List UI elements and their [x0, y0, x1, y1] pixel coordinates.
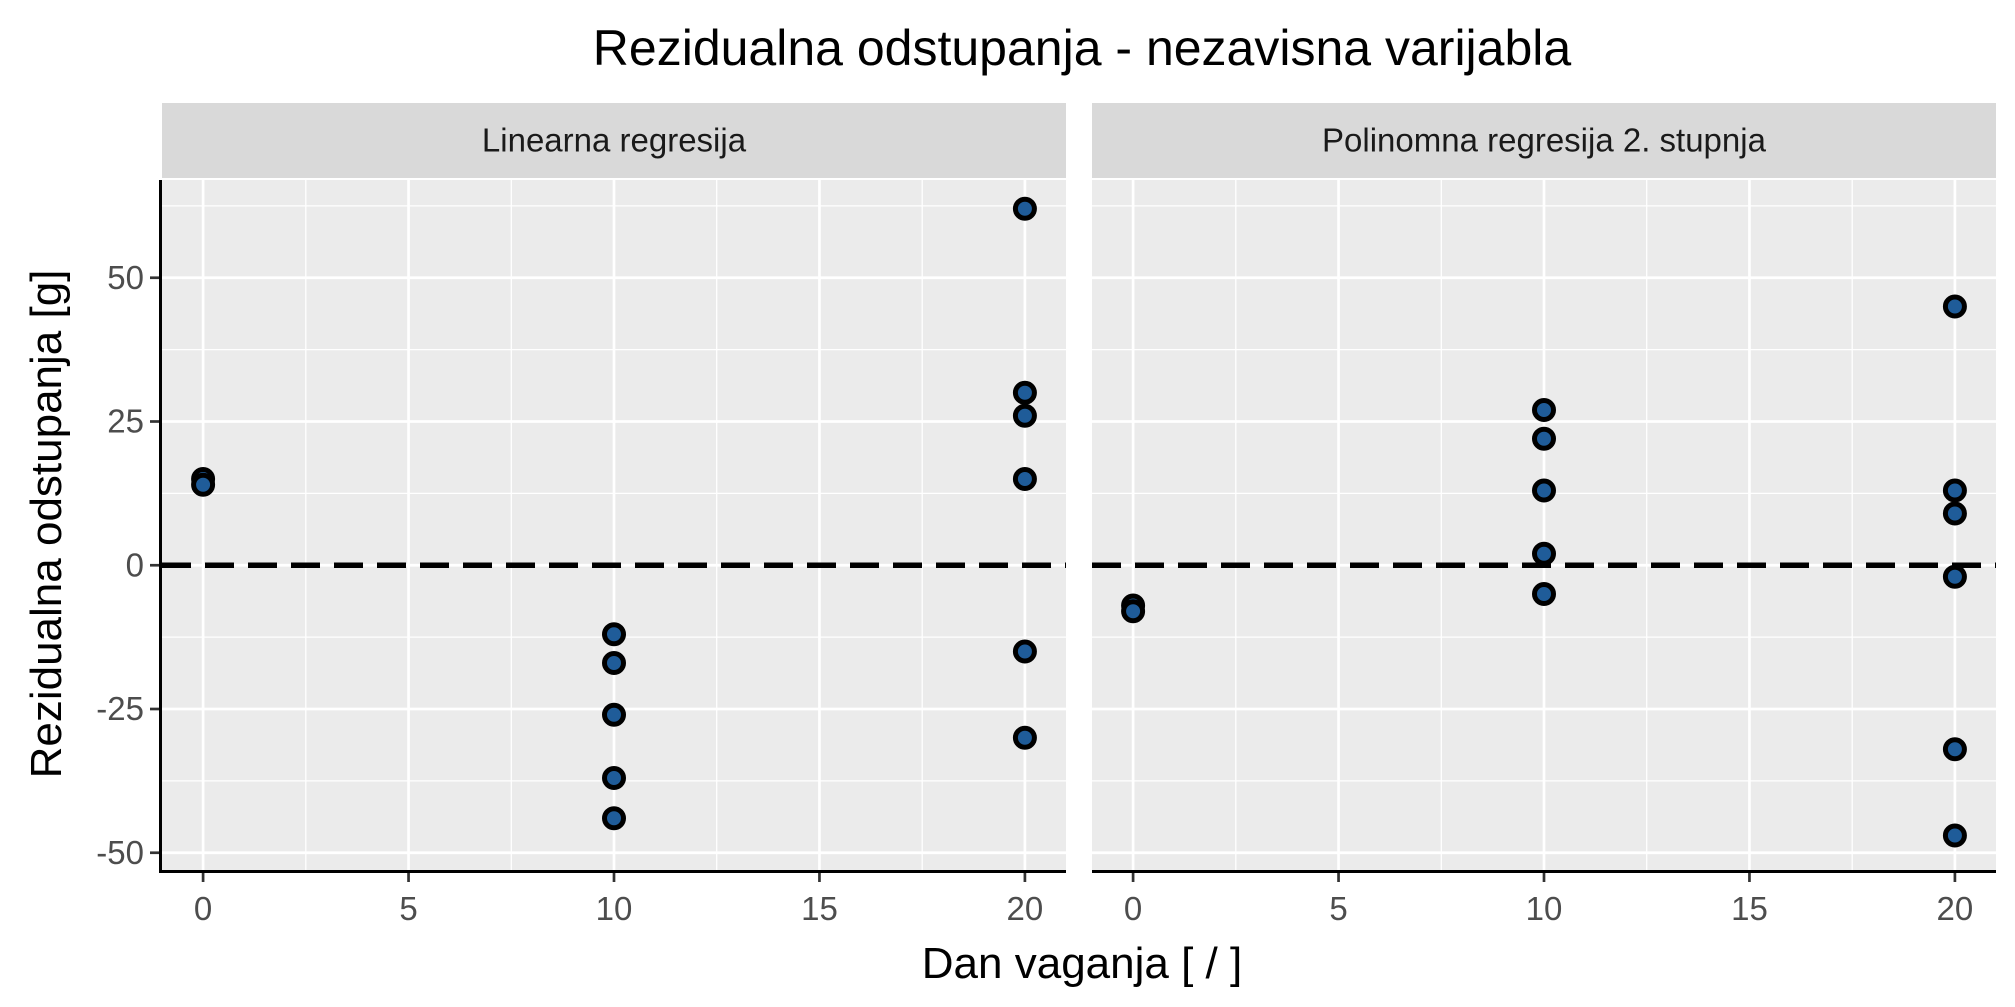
x-tick-label: 0: [194, 890, 212, 927]
data-point: [1121, 599, 1146, 624]
x-tick-label: 20: [1937, 890, 1974, 927]
data-point: [1012, 639, 1037, 664]
data-point: [602, 702, 626, 727]
x-tick-label: 5: [1329, 890, 1347, 927]
data-point: [1942, 294, 1967, 319]
data-point: [1012, 196, 1037, 221]
x-tick-label: 10: [1526, 890, 1563, 927]
y-tick-label: -25: [96, 690, 144, 727]
data-point: [1012, 380, 1037, 405]
data-point: [602, 622, 626, 647]
panel-strip-label: Linearna regresija: [482, 122, 747, 159]
data-point: [602, 766, 626, 790]
x-tick-label: 5: [399, 890, 417, 927]
x-tick-label: 20: [1007, 890, 1044, 927]
panel-strip: [1092, 103, 1996, 178]
y-tick-label: -50: [96, 834, 144, 871]
x-axis-title: Dan vaganja [ / ]: [922, 939, 1242, 988]
y-axis-title: Rezidualna odstupanja [g]: [22, 270, 71, 779]
data-point: [1532, 541, 1556, 566]
x-tick-label: 15: [801, 890, 838, 927]
data-point: [1942, 564, 1967, 589]
data-point: [602, 651, 626, 675]
y-tick-label: 25: [107, 403, 144, 440]
panel-1: Linearna regresija 0 5 10 15 20 -50 -25 0 25 50: [96, 103, 1066, 927]
data-point: [191, 472, 216, 497]
panel-2: Polinomna regresija 2. stupnja 0 5 10 15 20: [1092, 103, 1996, 927]
y-tick-label: 50: [107, 259, 144, 296]
data-point: [1532, 582, 1556, 606]
data-point: [1012, 467, 1037, 491]
chart-title: Rezidualna odstupanja - nezavisna varija…: [593, 20, 1572, 76]
y-tick-label: 0: [126, 546, 144, 583]
data-point: [1942, 501, 1967, 526]
data-point: [1012, 725, 1037, 750]
data-point: [1942, 737, 1967, 762]
x-tick-label: 15: [1731, 890, 1768, 927]
data-point: [1942, 823, 1967, 848]
panel-strip-label: Polinomna regresija 2. stupnja: [1322, 122, 1767, 159]
data-point: [602, 806, 626, 831]
data-point: [1532, 398, 1556, 422]
x-tick-label: 0: [1124, 890, 1142, 927]
x-tick-label: 10: [596, 890, 633, 927]
data-point: [1532, 426, 1556, 451]
data-point: [1532, 478, 1556, 503]
data-point: [1942, 478, 1967, 503]
data-point: [1012, 403, 1037, 428]
panel-strip: [162, 103, 1066, 178]
